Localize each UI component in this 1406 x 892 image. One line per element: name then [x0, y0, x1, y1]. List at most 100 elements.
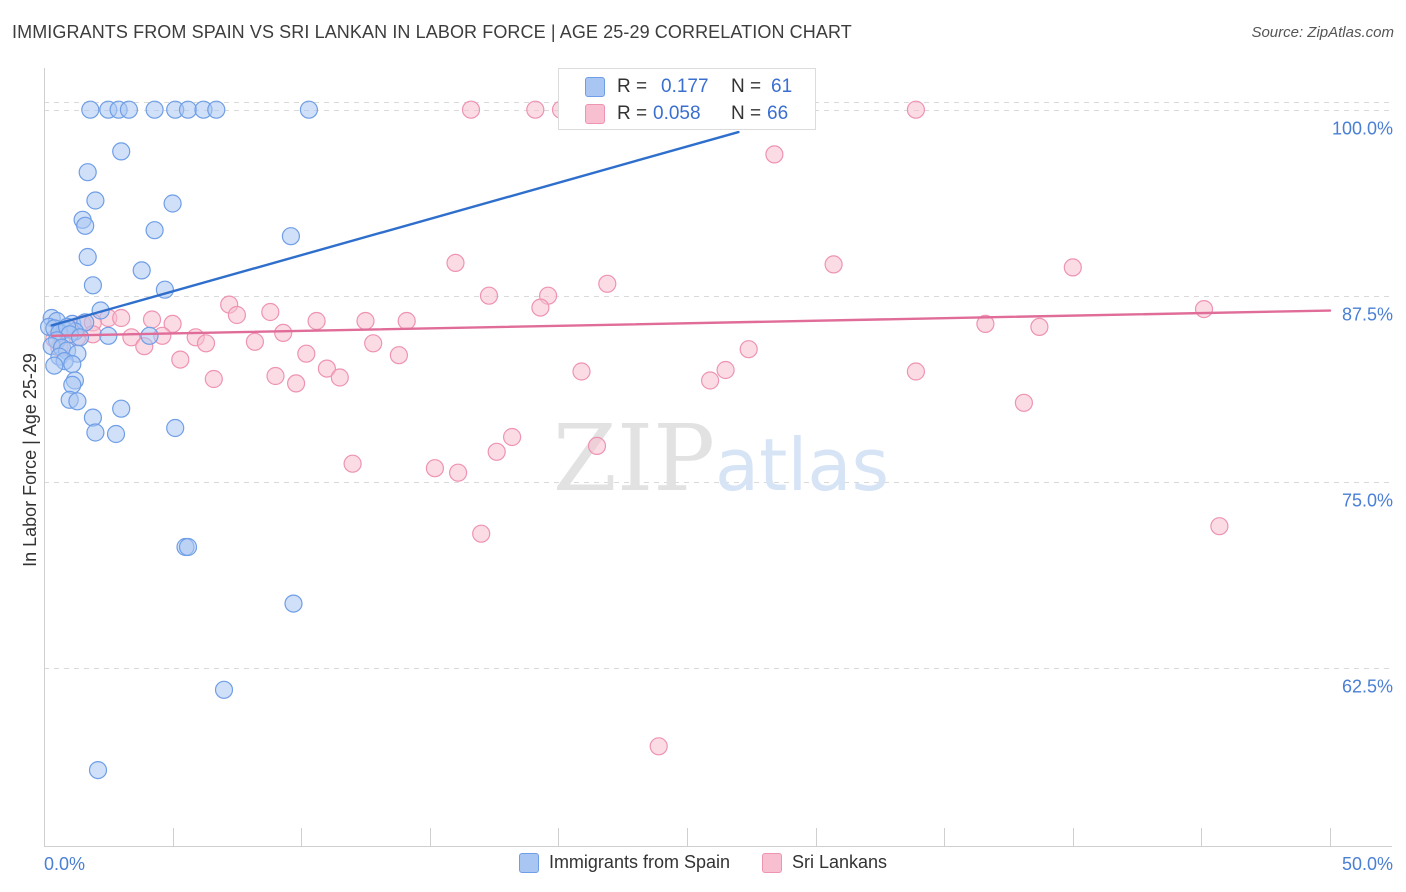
legend-label-spain: Immigrants from Spain [548, 852, 730, 872]
watermark: ZIP atlas [553, 405, 889, 512]
point-srilanka [906, 362, 926, 381]
n-label: N = [731, 76, 762, 97]
point-srilanka [1014, 393, 1034, 412]
point-srilanka [112, 308, 131, 328]
n-value-srilanka: 66 [767, 103, 789, 124]
point-srilanka [502, 427, 522, 447]
point-spain [140, 326, 159, 345]
legend-swatch-spain [518, 852, 539, 873]
y-axis-label: In Labor Force | Age 25-29 [20, 353, 40, 567]
point-srilanka [598, 274, 617, 293]
point-srilanka [287, 374, 306, 393]
x-tick-label: 50.0% [1342, 854, 1393, 874]
point-srilanka [487, 442, 506, 461]
legend-item-srilanka[interactable]: Sri Lankans [762, 852, 887, 873]
point-srilanka [976, 314, 995, 333]
point-srilanka [824, 255, 843, 274]
point-srilanka [142, 310, 162, 329]
point-srilanka [700, 371, 720, 390]
grid-lines [44, 102, 1392, 669]
point-srilanka [356, 311, 375, 331]
point-spain [207, 100, 226, 119]
series-immigrants-from-spain [39, 100, 318, 780]
n-label: N = [731, 103, 762, 124]
point-spain [214, 680, 234, 699]
stats-legend: R = 0.177 N = 61 R = 0.058 N = 66 [558, 68, 816, 130]
point-spain [70, 328, 90, 347]
point-spain [166, 418, 185, 438]
point-spain [284, 594, 303, 613]
legend-item-spain[interactable]: Immigrants from Spain [518, 852, 730, 873]
point-spain [178, 100, 198, 119]
point-srilanka [716, 360, 735, 380]
point-spain [299, 100, 318, 119]
point-srilanka [364, 334, 383, 353]
point-spain [178, 537, 198, 557]
x-tick-label: 0.0% [44, 854, 85, 874]
point-spain [78, 247, 97, 267]
point-srilanka [196, 334, 216, 353]
point-srilanka [526, 100, 545, 119]
trend-line-srilanka [50, 309, 1332, 338]
point-srilanka [317, 359, 336, 378]
point-spain [83, 408, 103, 427]
point-spain [119, 100, 138, 119]
chart-title: IMMIGRANTS FROM SPAIN VS SRI LANKAN IN L… [12, 22, 852, 42]
legend-swatch-srilanka [762, 852, 782, 873]
point-srilanka [397, 311, 416, 331]
point-spain [281, 227, 300, 246]
trend-lines [50, 130, 1332, 338]
point-srilanka [204, 369, 223, 389]
r-value-srilanka: 0.058 [653, 103, 701, 124]
srilanka-swatch [585, 104, 605, 124]
point-spain [88, 760, 108, 780]
point-srilanka [425, 459, 444, 478]
point-spain [106, 424, 126, 444]
point-spain [68, 392, 87, 411]
point-spain [112, 399, 131, 418]
point-srilanka [1063, 258, 1082, 277]
n-value-spain: 61 [771, 76, 793, 97]
trend-line-spain [50, 130, 740, 327]
y-tick-label: 75.0% [1342, 491, 1393, 511]
point-spain [63, 375, 82, 394]
point-srilanka [572, 362, 591, 381]
point-spain [132, 261, 151, 280]
point-srilanka [765, 145, 784, 164]
r-label: R = [617, 103, 648, 124]
point-srilanka [479, 286, 499, 305]
legend-label-srilanka: Sri Lankans [792, 852, 888, 872]
legend: Immigrants from Spain Sri Lankans [0, 852, 1406, 873]
point-spain [112, 142, 131, 161]
spain-swatch [585, 77, 605, 97]
point-spain [83, 276, 103, 295]
point-srilanka [587, 436, 607, 455]
point-spain [76, 216, 95, 235]
point-spain [81, 100, 100, 119]
point-spain [163, 194, 182, 213]
point-srilanka [906, 100, 926, 119]
point-srilanka [461, 100, 481, 119]
point-spain [86, 191, 105, 210]
watermark-atlas: atlas [715, 423, 889, 507]
point-srilanka [343, 454, 362, 473]
r-value-spain: 0.177 [661, 76, 709, 97]
point-srilanka [261, 302, 280, 322]
y-tick-label: 87.5% [1342, 305, 1393, 325]
point-spain [45, 356, 64, 375]
point-srilanka [449, 463, 468, 482]
point-srilanka [649, 737, 668, 756]
y-tick-label: 100.0% [1332, 119, 1393, 139]
point-srilanka [389, 346, 408, 365]
axes [44, 68, 1392, 847]
tick-labels: 62.5% 75.0% 87.5% 100.0% 0.0% 50.0% [44, 119, 1393, 874]
point-srilanka [1210, 517, 1229, 536]
point-srilanka [307, 311, 326, 331]
point-srilanka [330, 368, 349, 387]
watermark-zip: ZIP [553, 405, 715, 512]
point-srilanka [472, 524, 491, 543]
point-srilanka [297, 344, 316, 363]
point-srilanka [1030, 317, 1049, 336]
point-srilanka [446, 253, 465, 272]
